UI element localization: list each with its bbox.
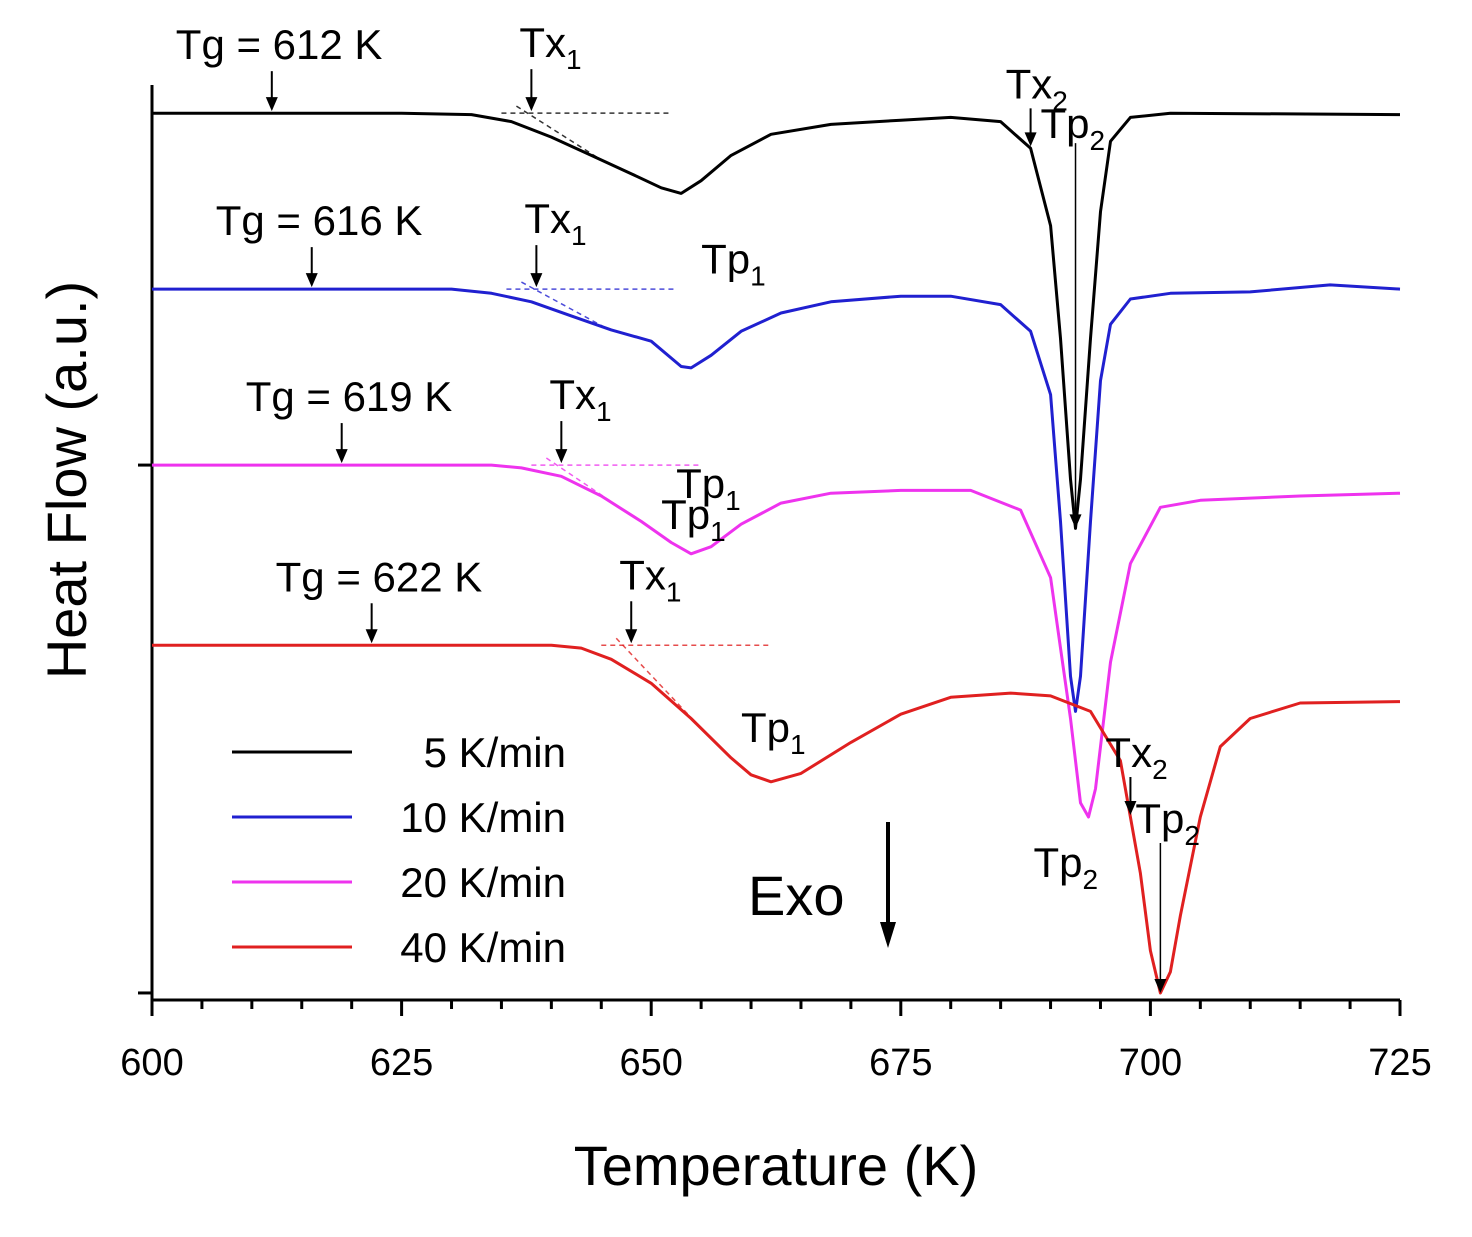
- annotation: Tg = 619 K: [246, 373, 453, 464]
- annotation-label: Tx2: [1006, 60, 1068, 116]
- annotation: Tp1: [676, 460, 741, 516]
- annotation-label: Tx1: [549, 371, 611, 427]
- annotation: Tg = 622 K: [276, 553, 483, 644]
- annotation-label: Tx1: [619, 551, 681, 607]
- annotation-label: Tp2: [1033, 839, 1098, 895]
- annotation: Tg = 612 K: [176, 21, 383, 112]
- tg-label: Tg = 616 K: [216, 197, 423, 244]
- annotation: Tp1: [661, 491, 726, 547]
- annotation-label: Tp1: [741, 704, 806, 760]
- annotation-arrowhead: [365, 629, 378, 644]
- series-line: [152, 283, 1401, 713]
- annotation-arrowhead: [530, 273, 543, 288]
- x-tick-label: 625: [370, 1042, 433, 1084]
- annotation: Tp2: [1041, 100, 1106, 529]
- annotations: Tg = 612 K Tg = 616 K Tg = 619 K Tg = 622 K…: [176, 19, 1200, 993]
- onset-tangent: [521, 281, 607, 329]
- annotation-arrowhead: [305, 273, 318, 288]
- x-axis-title: Temperature (K): [574, 1134, 979, 1197]
- annotation: Tx2: [1006, 60, 1068, 147]
- annotation: Tp1: [741, 704, 806, 760]
- series-line: [152, 643, 1401, 995]
- annotation: Tp1: [701, 235, 766, 291]
- x-tick-label: 700: [1119, 1042, 1182, 1084]
- annotation-label: Tp1: [661, 491, 726, 547]
- annotation-label: Tp1: [676, 460, 741, 516]
- annotation: Tg = 616 K: [216, 197, 423, 288]
- annotation-label: Tx2: [1105, 729, 1167, 785]
- annotation-arrowhead: [1124, 801, 1137, 815]
- annotation-arrowhead: [265, 97, 278, 112]
- series-line: [152, 111, 1401, 530]
- x-tick-label: 650: [619, 1042, 682, 1084]
- annotation-arrowhead: [625, 629, 638, 644]
- y-axis-title: Heat Flow (a.u.): [35, 281, 98, 679]
- onset-tangent-lines: [501, 105, 772, 729]
- x-axis-ticks: 600 625 650 675 700 725: [120, 1000, 1432, 1084]
- legend-label: 10 K/min: [400, 794, 566, 841]
- annotation-label: Tp2: [1041, 100, 1106, 156]
- annotation-arrowhead: [1154, 978, 1167, 993]
- annotation-label: Tx1: [519, 19, 581, 75]
- annotation-arrowhead: [1024, 132, 1037, 147]
- annotation-label: Tp1: [701, 235, 766, 291]
- onset-tangent: [615, 637, 702, 729]
- exo-arrow-head: [880, 922, 896, 948]
- plot-frame: [138, 85, 1400, 1002]
- legend-label: 20 K/min: [400, 859, 566, 906]
- annotation-arrowhead: [525, 97, 538, 112]
- annotation: Tx2: [1105, 729, 1168, 815]
- annotation: Tx1: [524, 195, 587, 288]
- annotation: Tx1: [519, 19, 582, 112]
- tg-label: Tg = 622 K: [276, 553, 483, 600]
- annotation: Tx1: [619, 551, 681, 644]
- legend-label: 5 K/min: [424, 729, 566, 776]
- exo-indicator: Exo: [748, 822, 896, 948]
- annotation-arrowhead: [1069, 514, 1082, 529]
- onset-tangent: [545, 457, 632, 516]
- legend-label: 40 K/min: [400, 924, 566, 971]
- annotation-arrowhead: [555, 449, 568, 464]
- annotation-label: Tx1: [524, 195, 586, 251]
- x-tick-label: 725: [1368, 1042, 1431, 1084]
- x-tick-label: 600: [120, 1042, 183, 1084]
- annotation: Tp2: [1135, 795, 1200, 993]
- annotation: Tx1: [549, 371, 612, 464]
- series-line: [152, 463, 1401, 819]
- legend: 5 K/min 10 K/min 20 K/min 40 K/min: [232, 729, 566, 971]
- annotation: Tp2: [1033, 839, 1098, 895]
- x-tick-label: 675: [869, 1042, 932, 1084]
- tg-label: Tg = 612 K: [176, 21, 383, 68]
- exo-label: Exo: [748, 864, 845, 927]
- annotation-arrowhead: [335, 449, 348, 464]
- onset-tangent: [516, 105, 602, 161]
- annotation-label: Tp2: [1135, 795, 1200, 851]
- tg-label: Tg = 619 K: [246, 373, 453, 420]
